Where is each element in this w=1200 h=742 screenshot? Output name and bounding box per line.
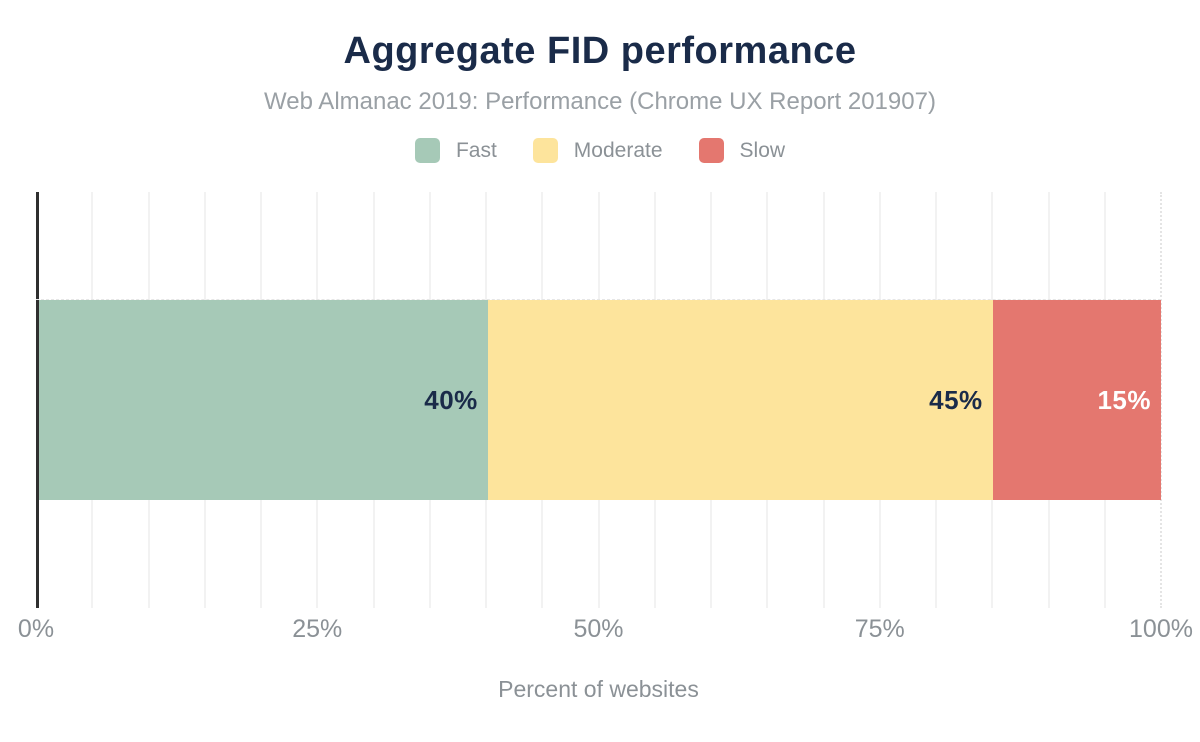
legend-item-fast: Fast xyxy=(414,138,497,163)
bar-segment-value: 40% xyxy=(424,384,478,415)
legend-swatch-moderate xyxy=(532,138,558,163)
legend-item-slow: Slow xyxy=(698,138,786,163)
chart-subtitle: Web Almanac 2019: Performance (Chrome UX… xyxy=(264,88,936,115)
legend-item-moderate: Moderate xyxy=(532,138,663,163)
bar-segment-slow[interactable]: 15% xyxy=(992,300,1161,500)
stacked-bar: 40% 45% 15% xyxy=(39,300,1161,500)
legend-label: Fast xyxy=(455,138,497,162)
legend-swatch-slow xyxy=(698,138,724,163)
legend-label: Moderate xyxy=(573,138,663,162)
x-tick-label-25: 25% xyxy=(292,615,343,643)
plot-area: 40% 45% 15% xyxy=(36,192,1164,608)
chart-title: Aggregate FID performance xyxy=(343,30,857,72)
gridline-100 xyxy=(1160,192,1164,608)
legend: Fast Moderate Slow xyxy=(0,138,1200,163)
x-axis-ticks: 0% 25% 50% 75% 100% xyxy=(18,615,1193,645)
x-tick-label-0: 0% xyxy=(17,615,55,643)
bar-segment-value: 15% xyxy=(1097,384,1151,415)
x-tick-label-50: 50% xyxy=(573,615,624,643)
y-axis-line xyxy=(36,192,39,608)
bar-segment-moderate[interactable]: 45% xyxy=(487,300,993,500)
x-tick-label-100: 100% xyxy=(1129,615,1193,643)
bar-segment-fast[interactable]: 40% xyxy=(39,300,488,500)
bar-top-rule xyxy=(36,299,1161,300)
legend-label: Slow xyxy=(739,138,786,162)
bar-segment-value: 45% xyxy=(929,384,983,415)
x-tick-label-75: 75% xyxy=(854,615,905,643)
x-axis-label: Percent of websites xyxy=(498,676,699,702)
legend-swatch-fast xyxy=(414,138,440,163)
